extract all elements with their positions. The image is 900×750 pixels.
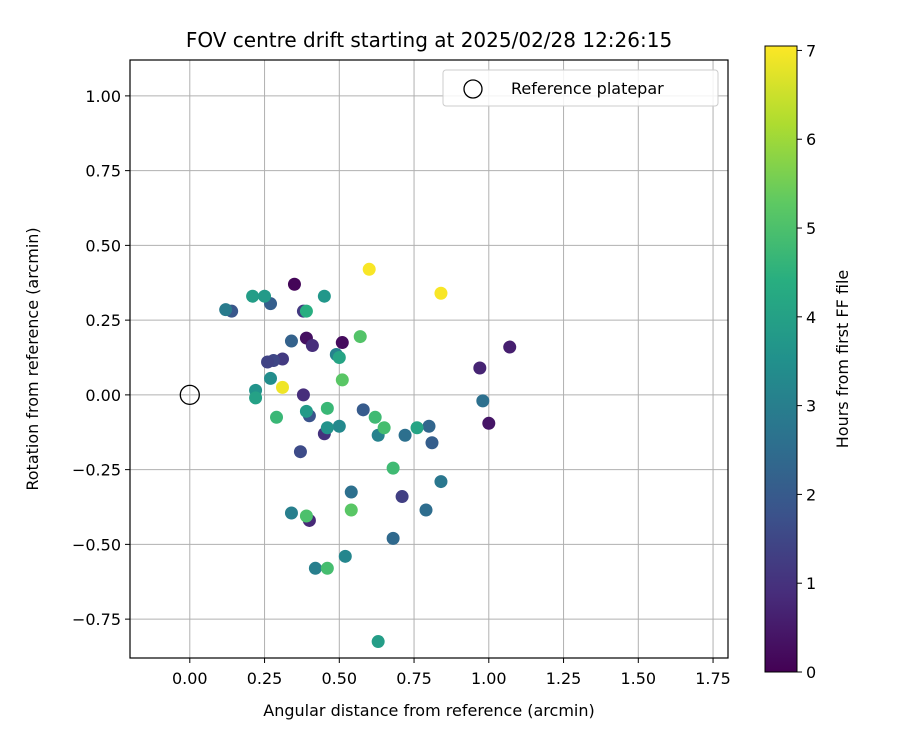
colorbar-tick-label: 0 — [806, 663, 816, 682]
data-point — [362, 262, 376, 276]
colorbar: 0 1 2 3 4 5 6 7 Hours from first FF file — [764, 41, 852, 682]
data-point — [219, 303, 233, 317]
x-tick-label: 1.50 — [620, 669, 656, 688]
data-point — [371, 635, 385, 649]
colorbar-label: Hours from first FF file — [833, 270, 852, 449]
data-point — [476, 394, 490, 408]
data-point — [410, 421, 424, 435]
data-point — [287, 277, 301, 291]
data-point — [275, 380, 289, 394]
x-tick-label: 0.25 — [247, 669, 283, 688]
data-point — [320, 421, 334, 435]
data-point — [299, 509, 313, 523]
data-point — [368, 410, 382, 424]
data-point — [398, 428, 412, 442]
data-point — [296, 388, 310, 402]
data-point — [419, 503, 433, 517]
x-axis-ticks: 0.00 0.25 0.50 0.75 1.00 1.25 1.50 1.75 — [172, 658, 731, 688]
data-point — [395, 490, 409, 504]
y-axis-label: Rotation from reference (arcmin) — [23, 227, 42, 490]
y-tick-label: 0.50 — [85, 236, 121, 255]
y-tick-label: 1.00 — [85, 87, 121, 106]
data-point — [320, 561, 334, 575]
data-point — [335, 336, 349, 350]
data-point — [320, 401, 334, 415]
x-tick-label: 0.75 — [396, 669, 432, 688]
data-point — [317, 289, 331, 303]
data-point — [503, 340, 517, 354]
colorbar-tick-label: 4 — [806, 308, 816, 327]
data-point — [434, 286, 448, 300]
colorbar-tick-label: 1 — [806, 574, 816, 593]
colorbar-tick-label: 7 — [806, 41, 816, 60]
colorbar-ticks: 0 1 2 3 4 5 6 7 — [797, 41, 816, 682]
data-point — [356, 403, 370, 417]
plot-frame — [129, 59, 729, 659]
colorbar-gradient — [764, 45, 798, 673]
reference-platepar-marker — [179, 384, 200, 406]
data-point — [264, 371, 278, 385]
data-point — [344, 485, 358, 499]
data-point — [344, 503, 358, 517]
x-tick-label: 0.50 — [321, 669, 357, 688]
y-tick-label: 0.25 — [85, 311, 121, 330]
y-tick-label: −0.25 — [72, 461, 121, 480]
data-point — [246, 289, 260, 303]
colorbar-tick-label: 5 — [806, 219, 816, 238]
colorbar-tick-label: 3 — [806, 397, 816, 416]
y-tick-label: −0.75 — [72, 610, 121, 629]
data-point — [338, 549, 352, 563]
data-points — [179, 262, 517, 649]
y-tick-label: 0.75 — [85, 162, 121, 181]
data-point — [299, 304, 313, 318]
data-point — [305, 339, 319, 353]
data-point — [299, 404, 313, 418]
data-point — [249, 391, 263, 405]
legend-label: Reference platepar — [511, 79, 664, 98]
y-tick-label: 0.00 — [85, 386, 121, 405]
data-point — [332, 419, 346, 433]
grid — [130, 60, 728, 658]
data-point — [308, 561, 322, 575]
data-point — [353, 330, 367, 344]
data-point — [386, 531, 400, 545]
data-point — [335, 373, 349, 387]
data-point — [434, 475, 448, 489]
colorbar-tick-label: 6 — [806, 130, 816, 149]
y-axis-ticks: −0.75 −0.50 −0.25 0.00 0.25 0.50 0.75 1.00 — [72, 87, 130, 629]
data-point — [261, 355, 275, 369]
data-point — [377, 421, 391, 435]
data-point — [332, 351, 346, 365]
legend-marker — [463, 79, 483, 99]
data-point — [386, 461, 400, 475]
y-tick-label: −0.50 — [72, 535, 121, 554]
data-point — [425, 436, 439, 450]
x-tick-label: 0.00 — [172, 669, 208, 688]
data-point — [473, 361, 487, 375]
colorbar-tick-label: 2 — [806, 485, 816, 504]
x-tick-label: 1.75 — [695, 669, 731, 688]
data-point — [422, 419, 436, 433]
legend-box — [442, 69, 719, 107]
x-axis-label: Angular distance from reference (arcmin) — [263, 701, 594, 720]
data-point — [258, 289, 272, 303]
data-point — [293, 445, 307, 459]
data-point — [270, 410, 284, 424]
legend: Reference platepar — [442, 69, 719, 107]
chart-title: FOV centre drift starting at 2025/02/28 … — [186, 28, 672, 52]
data-point — [284, 506, 298, 520]
data-point — [482, 416, 496, 430]
data-point — [284, 334, 298, 348]
x-tick-label: 1.00 — [471, 669, 507, 688]
x-tick-label: 1.25 — [546, 669, 582, 688]
